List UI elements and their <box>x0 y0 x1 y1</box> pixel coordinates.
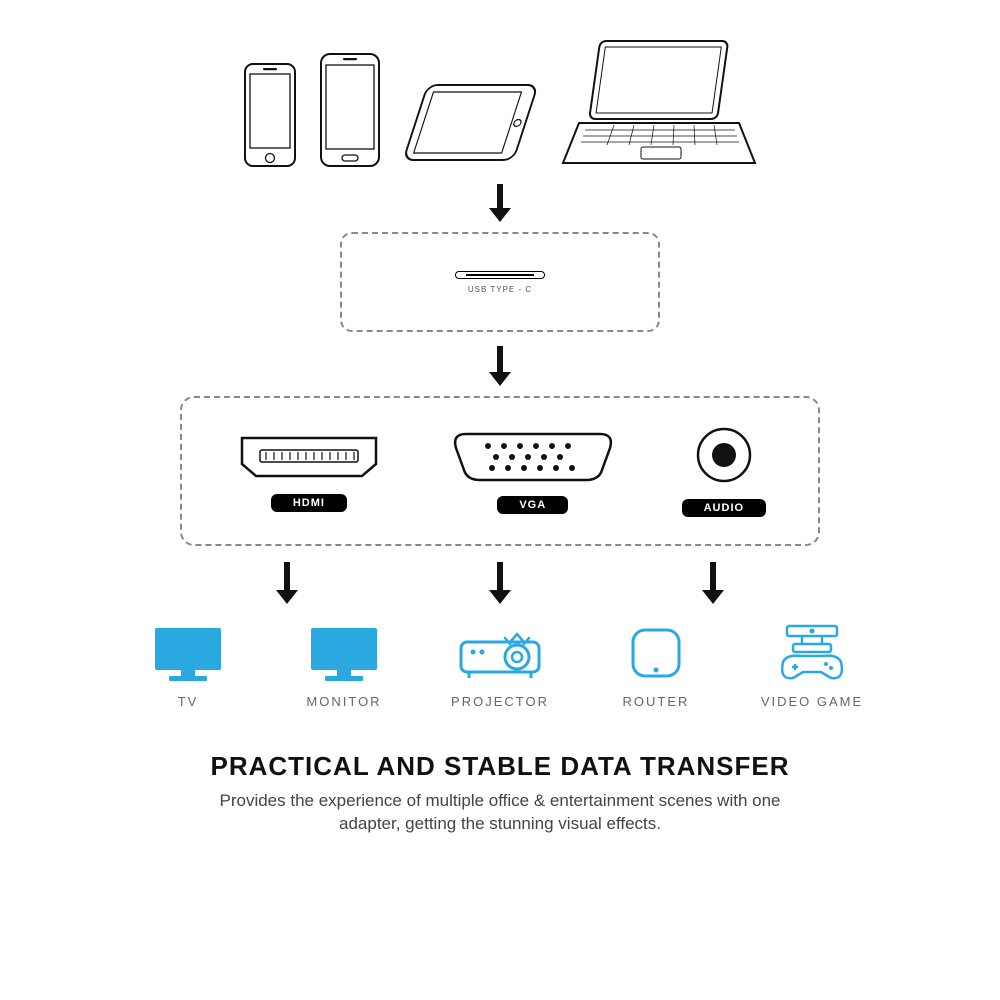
arrow-down-icon <box>700 560 726 606</box>
arrow-down-icon <box>487 560 513 606</box>
projector-icon <box>455 628 545 684</box>
source-devices-row <box>241 30 759 170</box>
subtext: Provides the experience of multiple offi… <box>190 790 810 836</box>
audio-jack-icon <box>692 425 756 489</box>
usb-c-hub: USB TYPE - C <box>340 232 660 332</box>
output-label: TV <box>178 694 199 709</box>
arrow-down-icon <box>487 182 513 224</box>
headline: PRACTICAL AND STABLE DATA TRANSFER <box>210 751 789 782</box>
output-devices-row: TV MONITOR PROJECTOR ROUTER <box>110 622 890 709</box>
port-badge: VGA <box>497 496 568 514</box>
audio-port: AUDIO <box>682 425 766 517</box>
vga-port: VGA <box>448 428 618 514</box>
output-video-game: VIDEO GAME <box>742 622 882 709</box>
output-ports-box: HDMI VGA AUDIO <box>180 396 820 546</box>
output-projector: PROJECTOR <box>430 628 570 709</box>
port-badge: AUDIO <box>682 499 766 517</box>
game-console-icon <box>769 622 855 684</box>
port-badge: HDMI <box>271 494 347 512</box>
output-tv: TV <box>118 624 258 709</box>
arrow-down-icon <box>487 344 513 388</box>
triple-arrows <box>180 560 820 606</box>
laptop-icon <box>559 35 759 170</box>
output-label: MONITOR <box>306 694 381 709</box>
hub-label: USB TYPE - C <box>468 285 532 294</box>
tablet-icon <box>401 75 541 170</box>
output-router: ROUTER <box>586 622 726 709</box>
phone-icon <box>241 60 299 170</box>
output-label: VIDEO GAME <box>761 694 863 709</box>
tv-icon <box>149 624 227 684</box>
phone-icon <box>317 50 383 170</box>
output-monitor: MONITOR <box>274 624 414 709</box>
arrow-down-icon <box>274 560 300 606</box>
monitor-icon <box>305 624 383 684</box>
usb-c-port-icon <box>455 271 545 279</box>
output-label: PROJECTOR <box>451 694 549 709</box>
output-label: ROUTER <box>623 694 690 709</box>
router-icon <box>625 622 687 684</box>
vga-port-icon <box>448 428 618 486</box>
hdmi-port-icon <box>234 430 384 484</box>
hdmi-port: HDMI <box>234 430 384 512</box>
